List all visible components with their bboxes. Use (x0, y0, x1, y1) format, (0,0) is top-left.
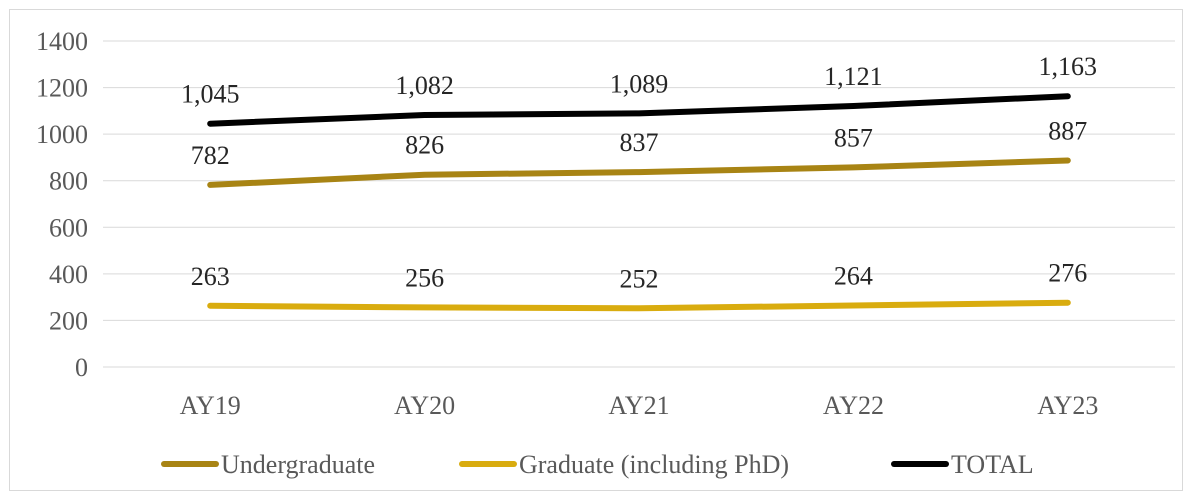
data-labels: 782 826 837 857 887 263 256 252 264 276 1,045 1,082… (181, 52, 1097, 293)
y-tick-label: 1400 (36, 27, 88, 56)
series-line (207, 93, 1071, 127)
chart-area (9, 9, 1183, 491)
y-axis: 0 200 400 600 800 1000 1200 1400 (36, 27, 88, 382)
y-tick-label: 800 (49, 167, 88, 196)
data-label: 256 (405, 263, 444, 292)
data-label: 857 (834, 123, 873, 152)
data-label: 264 (834, 262, 873, 291)
y-tick-label: 400 (49, 260, 88, 289)
series-line (207, 299, 1071, 312)
x-tick-label: AY19 (180, 391, 241, 420)
data-label: 887 (1048, 116, 1087, 145)
legend-label: Undergraduate (221, 450, 375, 479)
legend-label: Graduate (including PhD) (519, 450, 789, 479)
data-label: 276 (1048, 259, 1087, 288)
x-tick-label: AY22 (823, 391, 884, 420)
data-label: 263 (191, 262, 230, 291)
x-tick-label: AY21 (608, 391, 669, 420)
x-tick-label: AY20 (394, 391, 455, 420)
data-label: 1,045 (181, 80, 240, 109)
series-line (207, 157, 1071, 188)
series-lines (207, 93, 1071, 312)
data-label: 782 (191, 141, 230, 170)
data-label: 1,121 (824, 62, 883, 91)
x-tick-label: AY23 (1037, 391, 1098, 420)
y-tick-label: 200 (49, 306, 88, 335)
data-label: 826 (405, 131, 444, 160)
legend-label: TOTAL (951, 450, 1034, 479)
y-tick-label: 1000 (36, 120, 88, 149)
legend: Undergraduate Graduate (including PhD) TOT… (161, 450, 1034, 479)
data-label: 1,089 (610, 69, 669, 98)
y-tick-label: 1200 (36, 74, 88, 103)
y-tick-label: 600 (49, 213, 88, 242)
y-tick-label: 0 (75, 353, 88, 382)
data-label: 1,163 (1039, 52, 1098, 81)
x-axis: AY19 AY20 AY21 AY22 AY23 (180, 391, 1099, 420)
data-label: 837 (620, 128, 659, 157)
data-label: 1,082 (395, 71, 454, 100)
data-label: 252 (620, 264, 659, 293)
